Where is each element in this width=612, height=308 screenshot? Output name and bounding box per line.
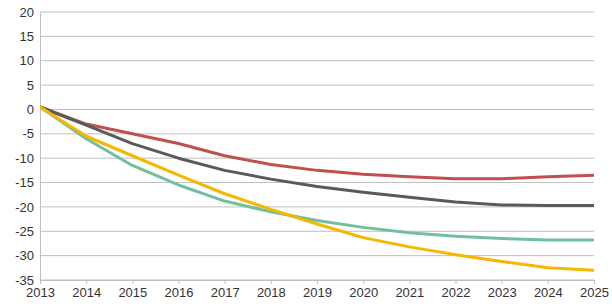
x-tick-label: 2020: [349, 285, 378, 300]
y-tick: 0: [27, 102, 40, 117]
x-tick: 2021: [395, 280, 424, 300]
y-tick-label: 10: [20, 53, 34, 68]
y-tick: -20: [15, 200, 40, 215]
x-tick-mark: [86, 280, 87, 284]
x-tick-mark: [271, 280, 272, 284]
y-tick-label: -15: [15, 175, 34, 190]
y-tick-label: 15: [20, 29, 34, 44]
x-tick-mark: [225, 280, 226, 284]
grid-line: [40, 255, 594, 256]
x-tick: 2022: [442, 280, 471, 300]
x-tick-label: 2014: [72, 285, 101, 300]
y-tick: -30: [15, 248, 40, 263]
y-tick: -25: [15, 224, 40, 239]
x-tick: 2019: [303, 280, 332, 300]
x-tick: 2020: [349, 280, 378, 300]
x-axis-line: [41, 281, 595, 285]
x-tick: 2014: [72, 280, 101, 300]
grid-line: [40, 109, 594, 110]
x-tick-label: 2015: [118, 285, 147, 300]
grid-line: [40, 85, 594, 86]
y-axis-line: [40, 13, 41, 281]
y-tick-label: 0: [27, 102, 34, 117]
y-tick-label: 20: [20, 5, 34, 20]
x-tick: 2025: [580, 280, 609, 300]
x-tick-mark: [409, 280, 410, 284]
x-tick-mark: [40, 280, 41, 284]
y-tick: 15: [20, 29, 40, 44]
grid-line: [40, 133, 594, 134]
x-tick-mark: [317, 280, 318, 284]
series-line: [40, 107, 594, 179]
grid: [40, 12, 594, 280]
x-tick-label: 2023: [488, 285, 517, 300]
x-tick-mark: [548, 280, 549, 284]
x-tick-mark: [456, 280, 457, 284]
y-tick: -10: [15, 151, 40, 166]
x-tick-label: 2017: [211, 285, 240, 300]
grid-line: [40, 182, 594, 183]
chart: -35-30-25-20-15-10-505101520201320142015…: [0, 0, 612, 308]
y-tick: 20: [20, 5, 40, 20]
x-tick-mark: [502, 280, 503, 284]
x-tick-label: 2013: [26, 285, 55, 300]
x-axis: 2013 2014 2015 2016 2017 2018 2019 2020 2021 2022…: [26, 280, 609, 300]
x-tick: 2018: [257, 280, 286, 300]
x-tick: 2017: [211, 280, 240, 300]
x-tick-label: 2025: [580, 285, 609, 300]
x-tick-label: 2018: [257, 285, 286, 300]
grid-line: [40, 36, 594, 37]
y-tick-label: -25: [15, 224, 34, 239]
y-tick-label: -20: [15, 200, 34, 215]
y-tick: 5: [27, 78, 40, 93]
y-tick-label: -10: [15, 151, 34, 166]
x-tick: 2024: [534, 280, 563, 300]
y-tick: 10: [20, 53, 40, 68]
x-tick-label: 2016: [165, 285, 194, 300]
series-line: [40, 107, 594, 205]
grid-line: [40, 206, 594, 207]
x-tick-label: 2024: [534, 285, 563, 300]
x-tick-label: 2022: [442, 285, 471, 300]
y-tick-label: 5: [27, 78, 34, 93]
y-tick: -5: [22, 126, 40, 141]
lines: [40, 107, 594, 270]
x-tick-label: 2021: [395, 285, 424, 300]
x-tick: 2016: [165, 280, 194, 300]
grid-line: [40, 231, 594, 232]
y-tick: -15: [15, 175, 40, 190]
x-tick-mark: [179, 280, 180, 284]
grid-line: [40, 12, 594, 13]
y-tick-label: -30: [15, 248, 34, 263]
y-axis: -35-30-25-20-15-10-505101520: [15, 5, 40, 288]
x-tick-label: 2019: [303, 285, 332, 300]
y-tick-label: -5: [22, 126, 34, 141]
x-tick-mark: [363, 280, 364, 284]
x-tick: 2023: [488, 280, 517, 300]
x-tick-mark: [594, 280, 595, 284]
x-tick: 2015: [118, 280, 147, 300]
series-line: [40, 107, 594, 270]
plot: -35-30-25-20-15-10-505101520201320142015…: [15, 5, 609, 301]
grid-line: [40, 60, 594, 61]
series-line: [40, 107, 594, 240]
x-tick: 2013: [26, 280, 55, 300]
x-tick-mark: [132, 280, 133, 284]
